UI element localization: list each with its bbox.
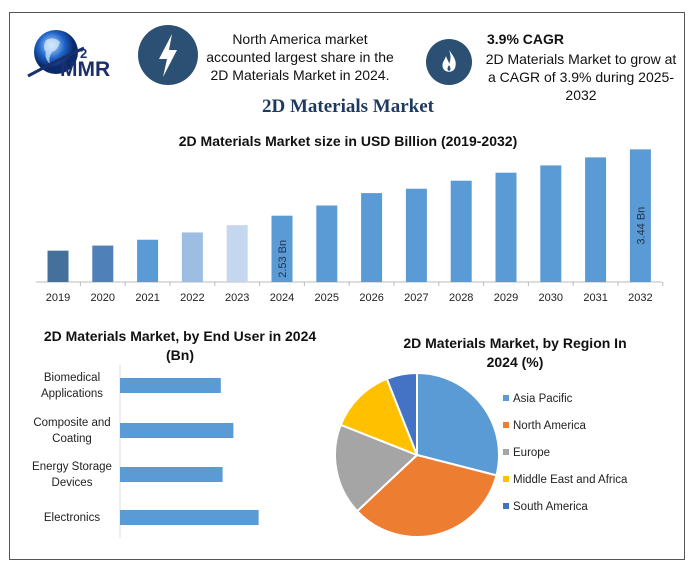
category-label: Biomedical — [44, 372, 100, 384]
legend-label: Europe — [513, 447, 550, 459]
x-tick-label: 2022 — [180, 292, 204, 304]
info-line: accounted largest share in the — [206, 49, 394, 65]
mmr-logo: 2 MMR — [27, 30, 110, 81]
x-tick-label: 2031 — [583, 292, 607, 304]
bar-2019 — [47, 250, 69, 282]
legend-label: Middle East and Africa — [513, 474, 628, 486]
legend-swatch — [503, 449, 509, 455]
category-label: Applications — [41, 388, 103, 400]
data-label: 2.53 Bn — [277, 240, 289, 278]
info-line: 2D Materials Market in 2024. — [210, 67, 390, 83]
end-user-chart-title: 2D Materials Market, by End User in 2024… — [43, 328, 317, 363]
bar-energy-storage-devices — [120, 467, 223, 482]
x-tick-label: 2020 — [91, 292, 115, 304]
legend-label: South America — [513, 501, 588, 513]
bar-composite-and-coating — [120, 423, 234, 438]
pie-slice-europe — [334, 423, 419, 513]
info-cagr: 2D Materials Market to grow at a CAGR of… — [478, 50, 684, 104]
region-pie-chart: Asia Pacific North America Europe Middle Ea… — [334, 371, 628, 538]
pie-slice-middle-east-and-africa — [339, 377, 419, 457]
bar-chart-title: 2D Materials Market size in USD Billion … — [178, 133, 518, 149]
bar-2029 — [495, 172, 517, 282]
svg-text:2: 2 — [80, 46, 87, 61]
category-label: Coating — [52, 433, 92, 445]
category-label: Electronics — [44, 512, 100, 524]
info-line: a CAGR of 3.9% during 2025- — [488, 69, 674, 85]
bar-2032 — [629, 149, 651, 282]
lightning-icon — [138, 25, 198, 85]
legend-label: Asia Pacific — [513, 393, 573, 405]
bar-2030 — [540, 165, 562, 282]
x-tick-label: 2029 — [494, 292, 518, 304]
x-tick-label: 2032 — [628, 292, 652, 304]
pie-slice-south-america — [385, 371, 418, 456]
legend-swatch — [503, 422, 509, 428]
info-line: 2D Materials Market to grow at — [485, 51, 677, 67]
bar-2020 — [92, 245, 114, 282]
category-label: Energy Storage — [32, 461, 112, 473]
cagr-title: 3.9% CAGR — [487, 31, 565, 47]
bar-electronics — [120, 510, 259, 525]
x-tick-label: 2028 — [449, 292, 473, 304]
main-title: 2D Materials Market — [262, 96, 434, 117]
category-label: Composite and — [33, 417, 110, 429]
x-tick-label: 2019 — [46, 292, 70, 304]
x-tick-label: 2023 — [225, 292, 249, 304]
x-tick-label: 2030 — [539, 292, 563, 304]
x-tick-label: 2021 — [135, 292, 159, 304]
legend-swatch — [503, 395, 509, 401]
logo-text: MMR — [60, 58, 110, 81]
bar-2027 — [405, 188, 427, 282]
info-north-america: North America market accounted largest s… — [205, 30, 395, 84]
legend-swatch — [503, 503, 509, 509]
x-tick-label: 2025 — [315, 292, 339, 304]
bar-2028 — [450, 180, 472, 282]
infographic-frame — [9, 12, 685, 560]
flame-icon — [426, 39, 472, 85]
pie-slice-asia-pacific — [416, 371, 500, 477]
bar-2023 — [226, 225, 248, 282]
bar-2024 — [271, 215, 293, 282]
bar-2021 — [137, 239, 159, 282]
data-label: 3.44 Bn — [635, 207, 647, 245]
legend-swatch — [503, 476, 509, 482]
pie-slice-north-america — [355, 453, 498, 538]
info-line: North America market — [232, 31, 368, 47]
bar-2022 — [181, 232, 203, 282]
x-tick-label: 2024 — [270, 292, 294, 304]
x-tick-label: 2027 — [404, 292, 428, 304]
bar-2025 — [316, 205, 338, 282]
market-size-bar-chart: 2019 2020 2021 2022 2023 2024 2.53 Bn 2025 2026 2… — [36, 149, 664, 304]
end-user-bar-chart: Biomedical Applications Composite and Coati… — [32, 365, 259, 538]
bar-2031 — [585, 157, 607, 282]
legend-label: North America — [513, 420, 586, 432]
bar-biomedical-applications — [120, 378, 221, 393]
bar-2026 — [361, 193, 383, 282]
category-label: Devices — [52, 477, 93, 489]
region-chart-title: 2D Materials Market, by Region In 2024 (… — [403, 335, 627, 370]
info-line: 2032 — [565, 87, 597, 103]
x-tick-label: 2026 — [359, 292, 383, 304]
